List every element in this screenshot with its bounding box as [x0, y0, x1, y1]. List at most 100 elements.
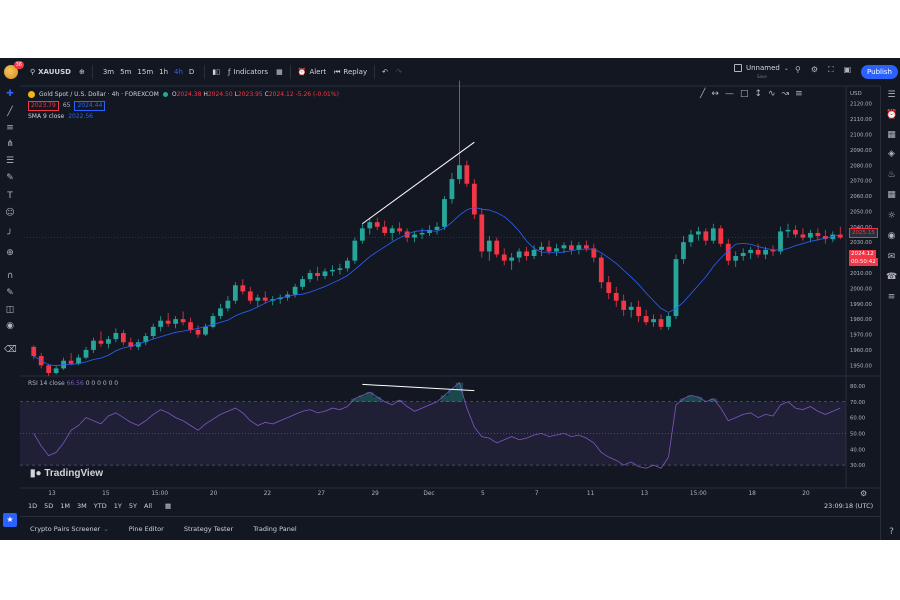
favorites-star-icon[interactable]: ★: [3, 513, 17, 527]
ruler-icon[interactable]: ╯: [7, 230, 13, 240]
tradingview-logo[interactable]: ▮● TradingView: [30, 468, 103, 479]
hotlist-flame-icon[interactable]: ♨: [887, 170, 896, 180]
candle-body: [673, 259, 679, 317]
calendar-icon[interactable]: ▦: [887, 190, 896, 200]
candle-body: [277, 297, 283, 300]
horizontal-lines-icon[interactable]: ≡: [6, 123, 14, 133]
publish-button[interactable]: Publish: [861, 65, 898, 79]
layout-menu-button[interactable]: Unnamed Save ⌄: [734, 64, 789, 79]
trend-line-icon[interactable]: ╱: [7, 107, 13, 117]
ideas-bulb-icon[interactable]: ☼: [887, 211, 896, 221]
utc-clock[interactable]: 23:09:18 (UTC): [824, 502, 874, 510]
timeframe-5m[interactable]: 5m: [120, 68, 132, 76]
trendline-price: [362, 141, 475, 225]
timeframe-3m[interactable]: 3m: [102, 68, 115, 76]
bottom-tab-crypto-pairs-screener[interactable]: Crypto Pairs Screener ⌄: [20, 525, 119, 533]
pitchfork-icon[interactable]: ⋔: [6, 139, 14, 149]
vertical-line-icon[interactable]: ↕: [754, 89, 763, 99]
brush-icon[interactable]: ✎: [6, 173, 14, 183]
candle-body: [188, 322, 193, 330]
help-icon[interactable]: ?: [889, 527, 894, 537]
candle-body: [382, 226, 388, 233]
bottom-tab-strategy-tester[interactable]: Strategy Tester: [174, 525, 243, 533]
chat-icon[interactable]: ✉: [887, 252, 896, 262]
zoom-in-icon[interactable]: ⊕: [6, 248, 14, 258]
line-tool-icon[interactable]: ╱: [700, 89, 706, 99]
timeframe-4h[interactable]: 4h: [174, 68, 183, 76]
rsi-tick-label: 70.00: [850, 400, 866, 406]
bottom-tab-trading-panel[interactable]: Trading Panel: [243, 525, 306, 533]
rectangle-tool-icon[interactable]: □: [739, 89, 749, 99]
horizontal-ray-icon[interactable]: ↔: [711, 89, 719, 99]
chart-type-button[interactable]: ▮▯: [208, 58, 224, 86]
undo-button[interactable]: ↶: [378, 58, 392, 86]
horizontal-line-icon[interactable]: —: [724, 89, 734, 99]
range-button-5d[interactable]: 5D: [44, 502, 54, 510]
buy-price-button[interactable]: 2024.44: [74, 100, 106, 111]
layers-icon[interactable]: ◈: [888, 149, 895, 159]
notifications-bell-icon[interactable]: ☎: [886, 272, 898, 282]
range-button-ytd[interactable]: YTD: [93, 502, 107, 510]
symbol-search-button[interactable]: ⚲ XAUUSD: [26, 58, 75, 86]
timeframe-15m[interactable]: 15m: [137, 68, 154, 76]
search-icon: ⚲: [30, 68, 36, 76]
candle-body: [337, 268, 343, 270]
search-icon[interactable]: ⚲: [795, 65, 801, 74]
long-position-icon[interactable]: ≡: [795, 89, 803, 99]
trash-icon[interactable]: ⌫: [4, 345, 17, 355]
crosshair-icon[interactable]: ✚: [6, 89, 14, 99]
rsi-overbought-fill: [358, 395, 367, 402]
goto-date-calendar-icon[interactable]: ▦: [165, 502, 172, 510]
fullscreen-icon[interactable]: ⛶: [828, 65, 834, 74]
alert-button[interactable]: ⏰ Alert: [294, 58, 330, 86]
rsi-overbought-fill: [687, 395, 695, 402]
fib-retracement-icon[interactable]: ☰: [5, 156, 15, 166]
timeframe-D[interactable]: D: [188, 68, 195, 76]
bottom-tab-pine-editor[interactable]: Pine Editor: [119, 525, 174, 533]
lock-drawing-icon[interactable]: ✎: [6, 288, 14, 298]
rsi-legend[interactable]: RSI 14 close 66.56 0 0 0 0 0 0: [28, 380, 118, 387]
object-tree-icon[interactable]: ▦: [887, 130, 896, 140]
range-button-3m[interactable]: 3M: [77, 502, 87, 510]
chart-canvas[interactable]: USD2120.002110.002100.002090.002080.0020…: [0, 58, 900, 540]
path-tool-icon[interactable]: ∿: [768, 89, 776, 99]
magnet-icon[interactable]: ∩: [6, 271, 14, 281]
rsi-band-fill: [20, 401, 846, 466]
templates-button[interactable]: ▦: [272, 58, 287, 86]
range-button-5y[interactable]: 5Y: [128, 502, 137, 510]
streams-icon[interactable]: ◉: [887, 231, 896, 241]
sma-legend-row[interactable]: SMA 9 close 2022.56: [28, 111, 339, 122]
redo-button[interactable]: ↷: [392, 58, 406, 86]
symbol-title[interactable]: Gold Spot / U.S. Dollar · 4h · FOREXCOM: [39, 91, 159, 98]
spread-value: 65: [62, 102, 71, 109]
rsi-overbought-fill: [440, 395, 449, 402]
candle-body: [800, 234, 806, 238]
range-button-1m[interactable]: 1M: [60, 502, 71, 510]
range-button-all[interactable]: All: [143, 502, 153, 510]
settings-icon[interactable]: ⚙: [810, 65, 819, 74]
range-button-1y[interactable]: 1Y: [113, 502, 122, 510]
signal-icon[interactable]: ≡: [887, 292, 896, 302]
eye-icon[interactable]: ◉: [6, 321, 14, 331]
candle-body: [359, 228, 365, 241]
indicators-button[interactable]: ƒ Indicators: [224, 58, 272, 86]
lock-icon[interactable]: ◫: [5, 305, 15, 315]
tab-label: Strategy Tester: [183, 524, 234, 533]
emoji-icon[interactable]: ☺: [5, 208, 15, 218]
measure-tool-icon[interactable]: ↝: [781, 89, 790, 99]
layout-save-hint: Save: [757, 74, 767, 79]
rsi-overbought-fill: [395, 400, 404, 402]
watchlist-icon[interactable]: ☰: [887, 90, 896, 100]
replay-icon: ⏮: [334, 67, 341, 76]
compare-button[interactable]: ⊕: [75, 58, 89, 86]
camera-icon[interactable]: ▣: [843, 65, 852, 74]
sell-price-button[interactable]: 2023.79: [28, 100, 59, 111]
candle-body: [128, 342, 134, 347]
alerts-clock-icon[interactable]: ⏰: [886, 110, 898, 120]
replay-button[interactable]: ⏮ Replay: [330, 58, 371, 86]
text-icon[interactable]: T: [7, 191, 13, 201]
avatar[interactable]: 36: [4, 61, 24, 79]
date-range-bar: 1D 5D 1M 3M YTD 1Y 5Y All ▦: [28, 502, 171, 510]
timeframe-1h[interactable]: 1h: [159, 68, 169, 76]
range-button-1d[interactable]: 1D: [28, 502, 38, 510]
